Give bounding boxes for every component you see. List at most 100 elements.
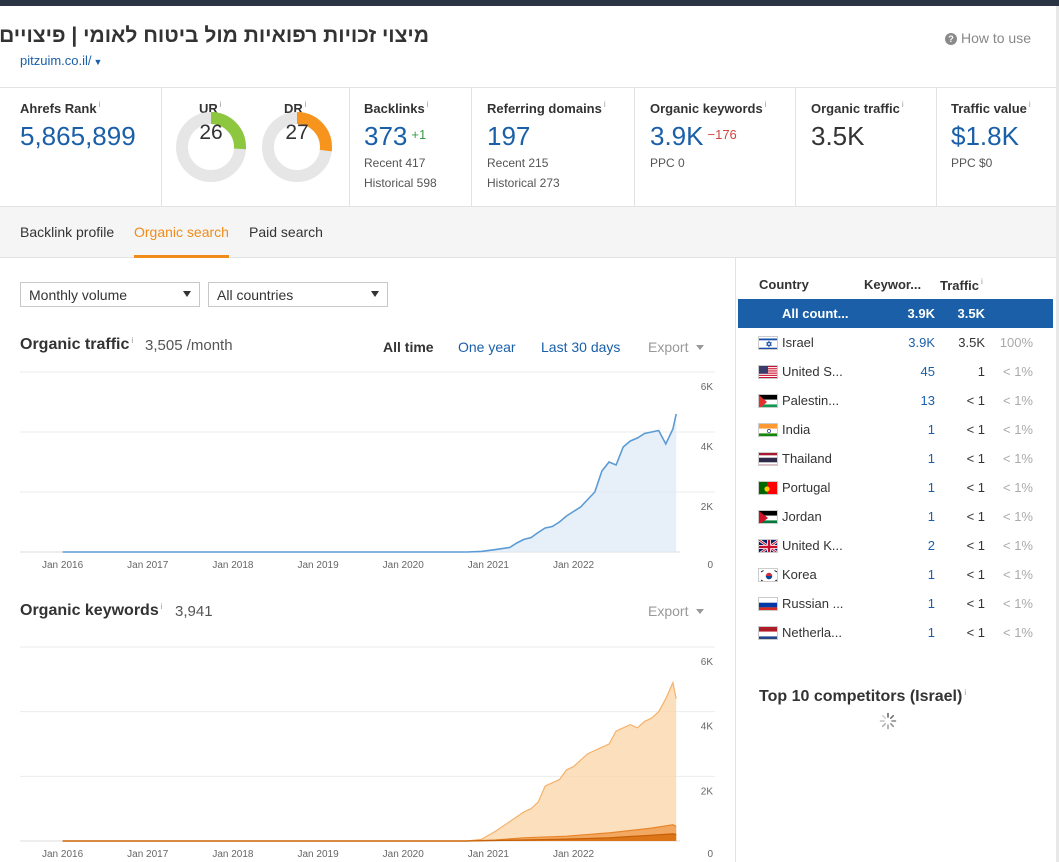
info-icon[interactable]: i [131,336,134,345]
country-keywords[interactable]: 3.9K [907,306,935,321]
info-icon[interactable]: i [219,100,222,109]
traffic-export-button[interactable]: Export [648,339,705,355]
series-line [62,680,677,842]
traffic-column-header[interactable]: Traffic [940,278,980,293]
info-icon[interactable]: i [603,100,606,109]
info-icon[interactable]: i [1028,100,1031,109]
country-row[interactable]: Korea 1 < 1 < 1% [738,560,1053,589]
dr-gauge [262,112,332,182]
country-row[interactable]: Russian ... 1 < 1 < 1% [738,589,1053,618]
backlinks-label: Backlinks [364,101,425,116]
y-tick-label: 4K [701,442,714,453]
country-keywords[interactable]: 2 [927,538,935,553]
country-row[interactable]: United S... 45 1 < 1% [738,357,1053,386]
country-keywords[interactable]: 3.9K [908,335,935,350]
info-icon[interactable]: i [964,688,967,697]
country-row[interactable]: Portugal 1 < 1 < 1% [738,473,1053,502]
country-traffic-share: < 1% [1003,364,1033,379]
metric-referring-domains: Referring domains i 197 Recent 215 Histor… [472,88,635,206]
traffic-value-value[interactable]: $1.8K [951,121,1019,151]
backlinks-recent[interactable]: Recent 417 [364,156,426,170]
organic-traffic-chart[interactable]: 6K 4K 2K 0 Jan 2016 Jan 2017 Jan 2018 Jan 2019 J… [0,360,735,580]
y-tick-label: 2K [701,786,714,797]
how-to-use-link[interactable]: ? How to use [944,30,1031,46]
country-traffic: < 1 [966,451,985,466]
series-line [62,833,677,842]
countries-panel: Country Keywor... Traffic i All count... 3… [735,258,1056,862]
range-last-30-days[interactable]: Last 30 days [541,339,621,355]
nl-flag-icon [758,626,778,640]
country-keywords[interactable]: 1 [927,480,935,495]
country-row[interactable]: Jordan 1 < 1 < 1% [738,502,1053,531]
x-tick-label: Jan 2017 [127,849,169,860]
info-icon[interactable]: i [98,100,101,109]
country-row[interactable]: United K... 2 < 1 < 1% [738,531,1053,560]
country-row[interactable]: India 1 < 1 < 1% [738,415,1053,444]
ahrefs-rank-value[interactable]: 5,865,899 [20,121,136,151]
country-keywords[interactable]: 13 [920,393,935,408]
country-name: All count... [782,306,849,321]
gb-flag-icon [758,539,778,553]
country-keywords[interactable]: 1 [927,509,935,524]
y-tick-label: 0 [707,560,713,571]
organic-keywords-chart[interactable]: 6K 4K 2K 0 Jan 2016 Jan 2017 Jan 2018 Jan 2019 J… [0,634,735,862]
info-icon[interactable]: i [981,277,983,286]
country-keywords[interactable]: 1 [927,451,935,466]
tab-backlink-profile[interactable]: Backlink profile [20,224,115,240]
country-traffic: < 1 [966,422,985,437]
info-icon[interactable]: i [304,100,307,109]
y-tick-label: 6K [701,657,714,668]
dr-value: 27 [285,121,309,144]
info-icon[interactable]: i [160,602,163,611]
backlinks-value[interactable]: 373 [364,121,408,151]
country-select[interactable]: All countries [208,282,388,307]
country-row[interactable]: Thailand 1 < 1 < 1% [738,444,1053,473]
organic-keywords-value[interactable]: 3.9K [650,121,704,151]
organic-traffic-value: 3.5K [811,121,865,151]
chevron-down-icon [696,609,705,614]
country-keywords[interactable]: 1 [927,567,935,582]
country-traffic: 1 [977,364,985,379]
tab-organic-search[interactable]: Organic search [134,224,229,240]
x-tick-label: Jan 2019 [297,560,339,571]
country-keywords[interactable]: 1 [927,625,935,640]
help-icon: ? [944,33,957,45]
referring-domains-historical[interactable]: Historical 273 [487,176,560,190]
range-one-year[interactable]: One year [458,339,516,355]
referring-domains-value[interactable]: 197 [487,121,531,151]
tab-paid-search[interactable]: Paid search [249,224,323,240]
info-icon[interactable]: i [426,100,429,109]
traffic-chart-title: Organic traffic [20,336,130,353]
country-row[interactable]: Israel 3.9K 3.5K 100% [738,328,1053,357]
range-all-time[interactable]: All time [383,339,434,355]
country-keywords[interactable]: 1 [927,596,935,611]
country-traffic: 3.5K [957,306,985,321]
country-row[interactable]: Netherla... 1 < 1 < 1% [738,618,1053,647]
country-traffic-share: 100% [999,335,1033,350]
x-tick-label: Jan 2017 [127,560,169,571]
kr-flag-icon [758,568,778,582]
x-tick-label: Jan 2018 [212,560,254,571]
info-icon[interactable]: i [764,100,767,109]
series-line [62,413,677,553]
keywords-export-label: Export [648,603,689,619]
country-keywords[interactable]: 1 [927,422,935,437]
keywords-column-header[interactable]: Keywor... [864,277,922,292]
referring-domains-recent[interactable]: Recent 215 [487,156,549,170]
country-row[interactable]: Palestin... 13 < 1 < 1% [738,386,1053,415]
country-traffic-share: < 1% [1003,509,1033,524]
page-title: מיצוי זכויות רפואיות מול ביטוח לאומי | פ… [0,24,429,47]
country-keywords[interactable]: 45 [920,364,935,379]
volume-select-value: Monthly volume [29,287,128,303]
keywords-export-button[interactable]: Export [648,603,705,619]
site-url-label: pitzuim.co.il/ [20,53,92,68]
traffic-value-label: Traffic value [951,101,1027,116]
backlinks-historical[interactable]: Historical 598 [364,176,437,190]
country-row[interactable]: All count... 3.9K 3.5K [738,299,1053,328]
country-column-header[interactable]: Country [759,277,809,292]
x-tick-label: Jan 2021 [468,560,510,571]
site-url-dropdown[interactable]: pitzuim.co.il/▼ [20,53,102,68]
info-icon[interactable]: i [901,100,904,109]
ur-value: 26 [199,121,223,144]
volume-select[interactable]: Monthly volume [20,282,200,307]
